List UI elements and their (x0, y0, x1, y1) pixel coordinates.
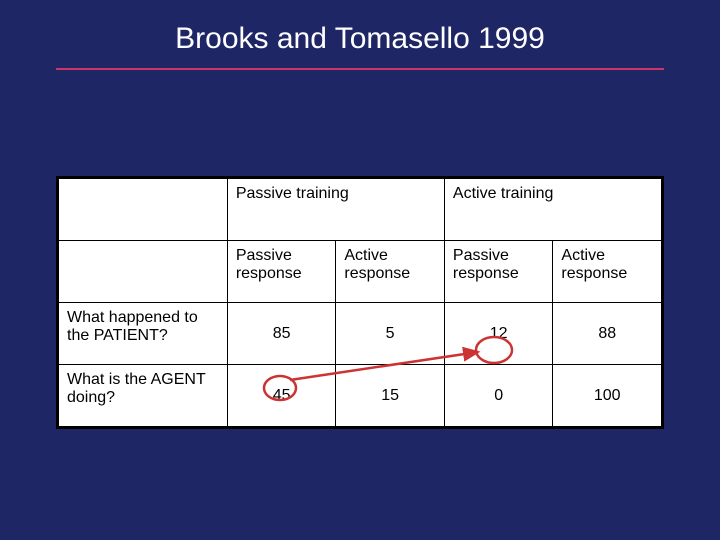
header-passive-resp-1: Passive response (227, 241, 336, 303)
table-header-row-1: Passive training Active training (59, 179, 662, 241)
cell-value: 5 (336, 303, 445, 365)
data-table: Passive training Active training Passive… (58, 178, 662, 427)
header-active-resp-2: Active response (553, 241, 662, 303)
header-passive-training: Passive training (227, 179, 444, 241)
header-blank-1 (59, 179, 228, 241)
cell-value: 12 (444, 303, 553, 365)
cell-value: 15 (336, 365, 445, 427)
table-header-row-2: Passive response Active response Passive… (59, 241, 662, 303)
row-label: What is the AGENT doing? (59, 365, 228, 427)
header-active-training: Active training (444, 179, 661, 241)
header-blank-2 (59, 241, 228, 303)
slide: Brooks and Tomasello 1999 Passive traini… (0, 0, 720, 540)
data-table-wrap: Passive training Active training Passive… (56, 176, 664, 429)
cell-value: 100 (553, 365, 662, 427)
cell-value: 85 (227, 303, 336, 365)
table-row: What happened to the PATIENT? 85 5 12 88 (59, 303, 662, 365)
cell-value: 88 (553, 303, 662, 365)
header-passive-resp-2: Passive response (444, 241, 553, 303)
cell-value: 45 (227, 365, 336, 427)
cell-value: 0 (444, 365, 553, 427)
table-row: What is the AGENT doing? 45 15 0 100 (59, 365, 662, 427)
slide-title: Brooks and Tomasello 1999 (0, 0, 720, 68)
title-divider (56, 68, 664, 70)
row-label: What happened to the PATIENT? (59, 303, 228, 365)
header-active-resp-1: Active response (336, 241, 445, 303)
